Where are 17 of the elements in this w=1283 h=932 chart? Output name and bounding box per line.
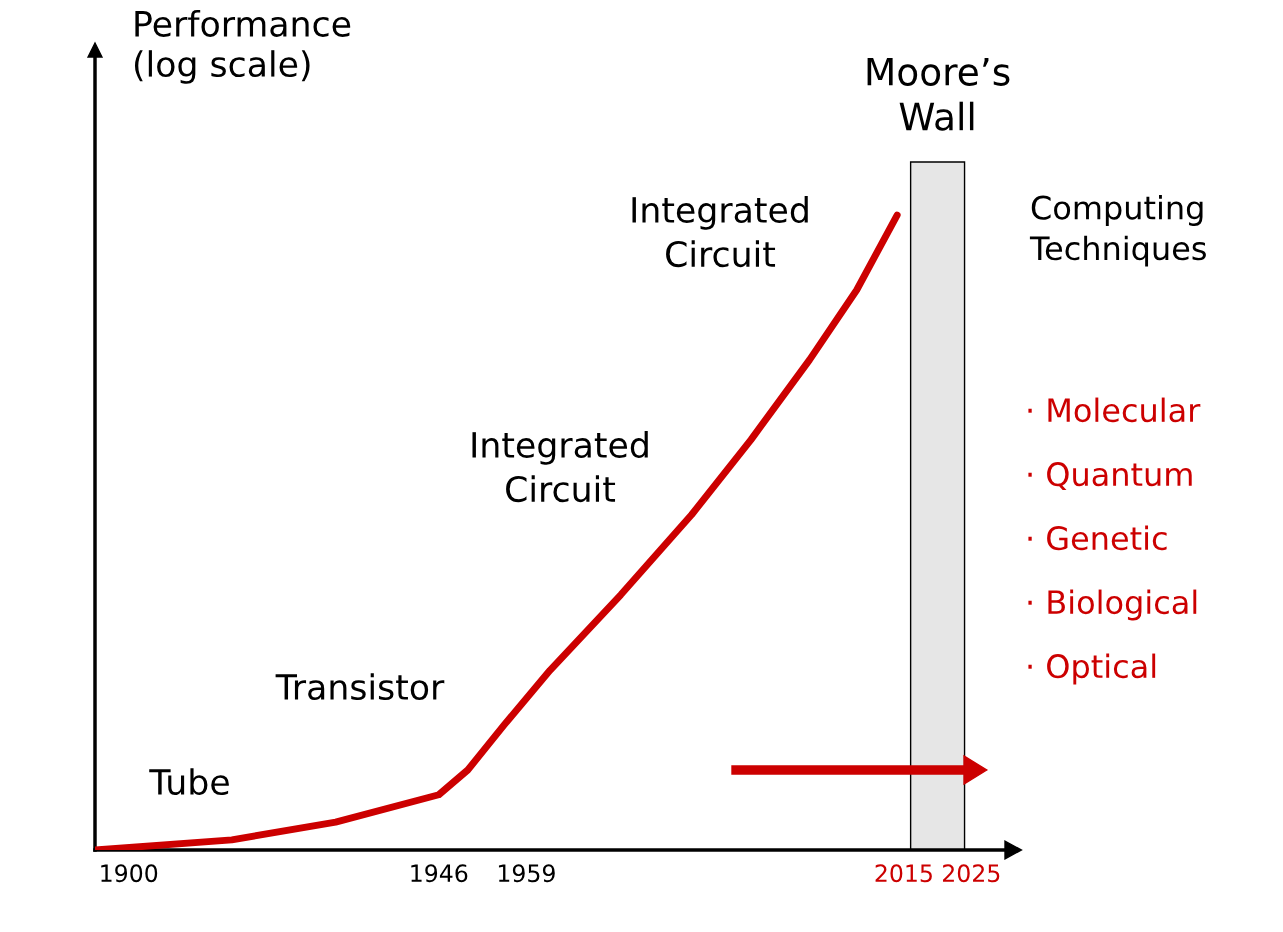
text: · Quantum: [1028, 462, 1192, 490]
text: Computing Techniques: [1029, 195, 1206, 267]
annotation: Integrated Circuit: [632, 196, 808, 268]
text: · Optical: [1028, 653, 1156, 685]
y-axis-title: Performance (log scale): [134, 10, 351, 84]
text: · Genetic: [1028, 525, 1167, 551]
x-tick-label: 1946: [411, 864, 468, 883]
text: · Molecular: [1028, 397, 1201, 423]
band-label: Moore’s Wall: [867, 58, 1010, 131]
x-tick-label: 2025: [942, 864, 1000, 883]
x-tick-label: 1900: [101, 864, 158, 883]
x-tick-label: 1959: [498, 864, 555, 883]
annotation: Integrated Circuit: [472, 431, 648, 503]
text: · Biological: [1028, 589, 1197, 621]
x-tick-label: 2015: [875, 864, 932, 883]
annotation: Transistor: [275, 673, 445, 701]
annotation: Tube: [149, 768, 229, 796]
